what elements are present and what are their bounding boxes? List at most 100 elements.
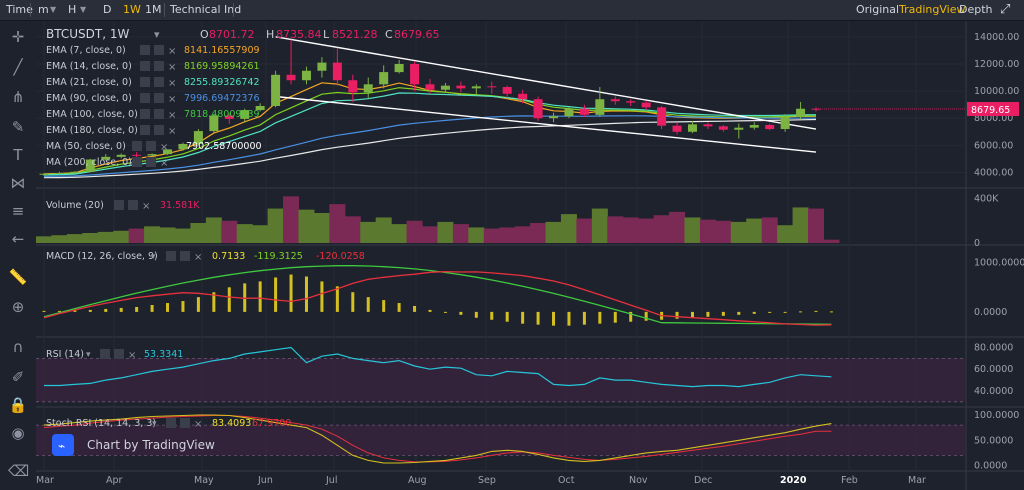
macd-histogram-bar [119,307,123,312]
x-tick-label: Jun [257,475,273,486]
interval-m[interactable]: m [38,3,49,16]
lock-icon[interactable]: 🔒 [8,396,28,414]
close-icon[interactable]: × [128,350,136,361]
close-icon[interactable]: × [168,78,176,89]
interval-d[interactable]: D [103,3,112,16]
volume-bar [777,225,794,243]
close-icon[interactable]: × [194,252,202,263]
visibility-icon[interactable] [114,349,124,359]
volume-bar [267,208,284,243]
close-icon[interactable]: × [168,94,176,105]
text-icon[interactable]: T [13,146,23,164]
interval-h[interactable]: H [68,3,77,16]
candle-body [332,62,342,81]
close-icon[interactable]: × [168,46,176,57]
view-original-button[interactable]: Original [856,3,900,16]
close-icon[interactable]: × [160,142,168,153]
close-icon[interactable]: × [168,126,176,137]
visibility-icon[interactable] [180,418,190,428]
volume-tick-label: 0 [974,238,980,249]
chevron-down-icon[interactable]: ▾ [86,350,91,360]
trend-line-icon[interactable]: ╱ [13,58,23,76]
settings-icon[interactable] [166,251,176,261]
candle-body [765,124,775,130]
ruler-icon[interactable]: 📏 [8,268,28,286]
close-icon[interactable]: × [142,201,150,212]
interval-1w[interactable]: 1W [123,3,141,16]
visibility-icon[interactable] [154,45,164,55]
settings-icon[interactable] [140,125,150,135]
x-tick-label: Jul [325,475,337,486]
settings-icon[interactable] [100,349,110,359]
macd-histogram-bar [490,311,494,320]
visibility-icon[interactable] [154,77,164,87]
macd-histogram-bar [320,281,324,312]
settings-icon[interactable] [132,141,142,151]
stoch-k-line [43,414,832,464]
close-icon[interactable]: × [194,419,202,430]
visibility-icon[interactable] [180,251,190,261]
chevron-down-icon[interactable]: ▼ [50,5,57,14]
zoom-icon[interactable]: ⊕ [11,298,25,316]
macd-histogram-bar [166,303,170,312]
chart-area[interactable]: Mar Apr May Jun Jul Aug Sep Oct Nov Dec 2020 Feb Mar… [36,21,1024,490]
volume-bar [653,215,670,243]
main-legend: BTCUSDT, 1W ▾ O 8701.72 H 8735.84 L 8521… [46,27,440,41]
candle-body [641,102,651,108]
settings-icon[interactable] [140,109,150,119]
eye-icon[interactable]: ◉ [11,424,25,442]
rsi-pane [36,346,966,403]
interval-1m[interactable]: 1M [145,3,162,16]
pitchfork-icon[interactable]: ⋔ [11,88,25,106]
volume-bar [375,217,392,243]
visibility-icon[interactable] [128,200,138,210]
visibility-icon[interactable] [146,141,156,151]
crosshair-icon[interactable]: ✛ [11,28,25,46]
candle-body [518,93,528,100]
magnet-icon[interactable]: ∩ [12,338,24,356]
lock-drawings-icon[interactable]: ✐ [11,368,25,386]
back-arrow-icon[interactable]: ← [11,230,25,248]
settings-icon[interactable] [114,200,124,210]
rsi-tick-label: 80.0000 [974,343,1013,354]
settings-icon[interactable] [140,77,150,87]
chevron-down-icon[interactable]: ▾ [152,419,157,429]
close-icon[interactable]: × [168,110,176,121]
close-icon[interactable]: × [168,62,176,73]
settings-icon[interactable] [140,61,150,71]
macd-histogram-bar [366,297,370,312]
candle-body [255,106,265,111]
fullscreen-icon[interactable]: ⤢ [1000,2,1011,17]
visibility-icon[interactable] [154,93,164,103]
close-icon[interactable]: × [160,158,168,169]
settings-icon[interactable] [132,157,142,167]
visibility-icon[interactable] [154,61,164,71]
brush-icon[interactable]: ✎ [11,118,25,136]
pattern-icon[interactable]: ⋈ [10,174,26,192]
macd-histogram-bar [335,286,339,312]
indicator-value: 8169.95894261 [184,61,260,72]
view-depth-button[interactable]: Depth [959,3,993,16]
volume-bar [530,223,547,243]
macd-histogram-bar [57,310,61,312]
macd-histogram-bar [304,276,308,312]
visibility-icon[interactable] [154,109,164,119]
candle-body [271,74,281,106]
visibility-icon[interactable] [146,157,156,167]
settings-icon[interactable] [140,45,150,55]
chevron-down-icon[interactable]: ▼ [80,5,87,14]
candle-body [410,63,420,85]
settings-icon[interactable] [166,418,176,428]
trash-icon[interactable]: ⌫ [8,462,30,480]
technical-indicators-button[interactable]: Technical Ind [170,3,242,16]
measure-icon[interactable]: ≡ [11,202,25,220]
rsi-legend: RSI (14) ▾ × 53.3341 [46,349,183,361]
volume-bar [669,211,686,243]
settings-icon[interactable] [140,93,150,103]
visibility-icon[interactable] [154,125,164,135]
chevron-down-icon[interactable]: ▾ [154,28,160,41]
volume-bar [221,220,238,243]
candle-body [317,62,327,71]
view-tradingview-button[interactable]: TradingView [899,3,966,16]
chevron-down-icon[interactable]: ▾ [151,252,156,262]
